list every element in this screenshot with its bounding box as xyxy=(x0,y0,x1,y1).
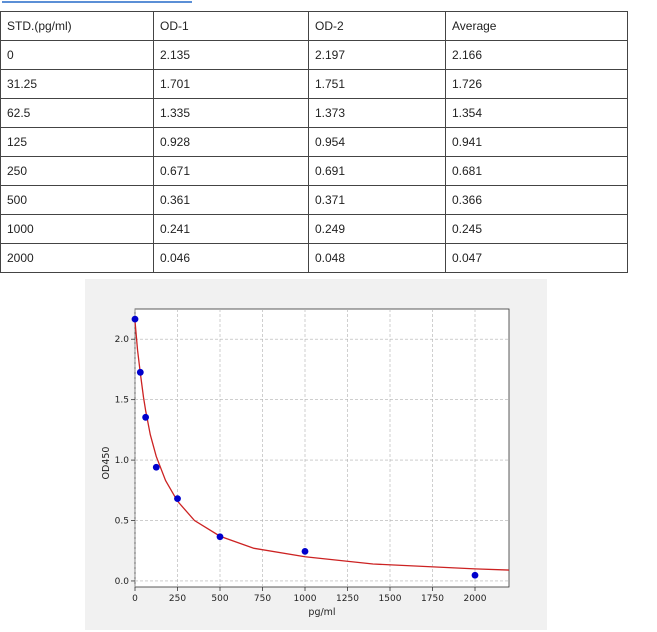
y-tick-label: 1.0 xyxy=(115,456,130,466)
table-row: 250 0.671 0.691 0.681 xyxy=(0,156,628,186)
cell-od2: 0.371 xyxy=(308,185,446,215)
cell-average: 1.354 xyxy=(445,98,628,128)
x-tick-label: 1000 xyxy=(294,594,317,604)
x-axis-label: pg/ml xyxy=(308,607,335,618)
cell-average: 0.681 xyxy=(445,156,628,186)
cell-od1: 0.241 xyxy=(153,214,309,244)
data-point xyxy=(471,571,479,579)
data-point xyxy=(131,315,139,323)
header-average: Average xyxy=(445,11,628,41)
cell-std: 125 xyxy=(0,127,154,157)
x-tick-label: 1750 xyxy=(421,594,444,604)
cell-od1: 2.135 xyxy=(153,40,309,70)
grid xyxy=(134,309,509,587)
x-tick-label: 1250 xyxy=(336,594,359,604)
y-tick-label: 2.0 xyxy=(115,335,130,345)
header-od2: OD-2 xyxy=(308,11,446,41)
table-row: 500 0.361 0.371 0.366 xyxy=(0,185,628,215)
cell-od1: 1.701 xyxy=(153,69,309,99)
x-tick-label: 500 xyxy=(211,594,228,604)
fit-curve xyxy=(134,321,510,571)
table-header-row: STD.(pg/ml) OD-1 OD-2 Average xyxy=(0,11,628,41)
cell-od2: 0.249 xyxy=(308,214,446,244)
y-axis-ticks: 0.0 0.5 1.0 1.5 2.0 xyxy=(115,335,135,587)
cell-od2: 1.751 xyxy=(308,69,446,99)
cell-std: 2000 xyxy=(0,243,154,273)
cell-od2: 1.373 xyxy=(308,98,446,128)
table-row: 0 2.135 2.197 2.166 xyxy=(0,40,628,70)
y-axis-label: OD450 xyxy=(101,447,112,480)
table-row: 2000 0.046 0.048 0.047 xyxy=(0,243,628,273)
cell-average: 1.726 xyxy=(445,69,628,99)
plot-svg: 0 250 500 750 1000 1250 1500 1750 2000 0.0 0.5 1.0… xyxy=(101,308,510,618)
table-row: 62.5 1.335 1.373 1.354 xyxy=(0,98,628,128)
x-tick-label: 0 xyxy=(132,594,138,604)
cell-average: 0.366 xyxy=(445,185,628,215)
cell-od2: 0.954 xyxy=(308,127,446,157)
data-point xyxy=(152,463,160,471)
cell-average: 0.245 xyxy=(445,214,628,244)
x-tick-label: 750 xyxy=(254,594,271,604)
standard-curve-plot: 0 250 500 750 1000 1250 1500 1750 2000 0.0 0.5 1.0… xyxy=(85,279,547,630)
cell-average: 0.941 xyxy=(445,127,628,157)
x-tick-label: 1500 xyxy=(379,594,402,604)
y-tick-label: 0.0 xyxy=(115,577,130,587)
y-tick-label: 1.5 xyxy=(115,396,129,406)
cell-od2: 0.048 xyxy=(308,243,446,273)
x-tick-label: 250 xyxy=(169,594,186,604)
header-od1: OD-1 xyxy=(153,11,309,41)
x-axis-ticks: 0 250 500 750 1000 1250 1500 1750 2000 xyxy=(132,587,487,604)
standard-curve-table: STD.(pg/ml) OD-1 OD-2 Average 0 2.135 2.… xyxy=(0,11,628,273)
cell-std: 250 xyxy=(0,156,154,186)
data-points-group xyxy=(131,315,479,579)
cell-average: 0.047 xyxy=(445,243,628,273)
x-tick-label: 2000 xyxy=(464,594,487,604)
fit-curve-group xyxy=(134,321,510,571)
data-point xyxy=(174,495,181,503)
data-point xyxy=(136,368,144,376)
top-rule xyxy=(2,1,192,3)
cell-std: 1000 xyxy=(0,214,154,244)
cell-od1: 0.928 xyxy=(153,127,309,157)
cell-std: 31.25 xyxy=(0,69,154,99)
y-tick-label: 0.5 xyxy=(115,517,129,527)
table-row: 1000 0.241 0.249 0.245 xyxy=(0,214,628,244)
cell-average: 2.166 xyxy=(445,40,628,70)
table-row: 125 0.928 0.954 0.941 xyxy=(0,127,628,157)
cell-od2: 0.691 xyxy=(308,156,446,186)
plot-area xyxy=(134,308,510,588)
cell-std: 0 xyxy=(0,40,154,70)
cell-std: 62.5 xyxy=(0,98,154,128)
table-row: 31.25 1.701 1.751 1.726 xyxy=(0,69,628,99)
cell-std: 500 xyxy=(0,185,154,215)
header-std: STD.(pg/ml) xyxy=(0,11,154,41)
cell-od2: 2.197 xyxy=(308,40,446,70)
data-point xyxy=(142,413,150,421)
data-point xyxy=(216,533,224,541)
cell-od1: 0.046 xyxy=(153,243,309,273)
cell-od1: 1.335 xyxy=(153,98,309,128)
data-point xyxy=(301,547,309,555)
cell-od1: 0.361 xyxy=(153,185,309,215)
cell-od1: 0.671 xyxy=(153,156,309,186)
